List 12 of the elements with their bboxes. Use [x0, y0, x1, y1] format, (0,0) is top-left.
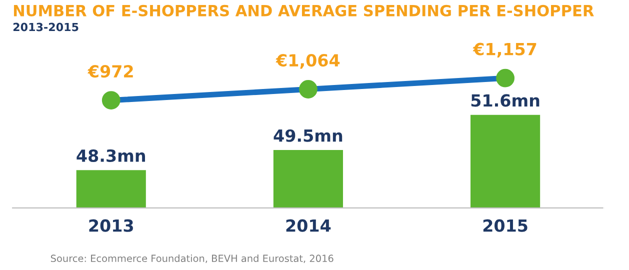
x-tick-label: 2013: [89, 219, 133, 232]
chart-title: NUMBER OF E-SHOPPERS AND AVERAGE SPENDING PER E-SHOPPER: [14, 4, 594, 16]
chart-subtitle: 2013-2015: [13, 22, 78, 32]
x-tick-label: 2015: [483, 219, 528, 232]
data-label: €1,064: [276, 54, 340, 69]
data-label: €972: [88, 65, 133, 78]
x-tick-label: 2014: [286, 219, 331, 232]
data-label: 48.3mn: [76, 149, 145, 162]
data-label: 49.5mn: [274, 129, 342, 142]
data-label: €1,157: [472, 42, 536, 58]
data-label: 51.6mn: [471, 94, 540, 107]
source-note: Source: Ecommerce Foundation, BEVH and Eurostat, 2016: [50, 254, 334, 264]
